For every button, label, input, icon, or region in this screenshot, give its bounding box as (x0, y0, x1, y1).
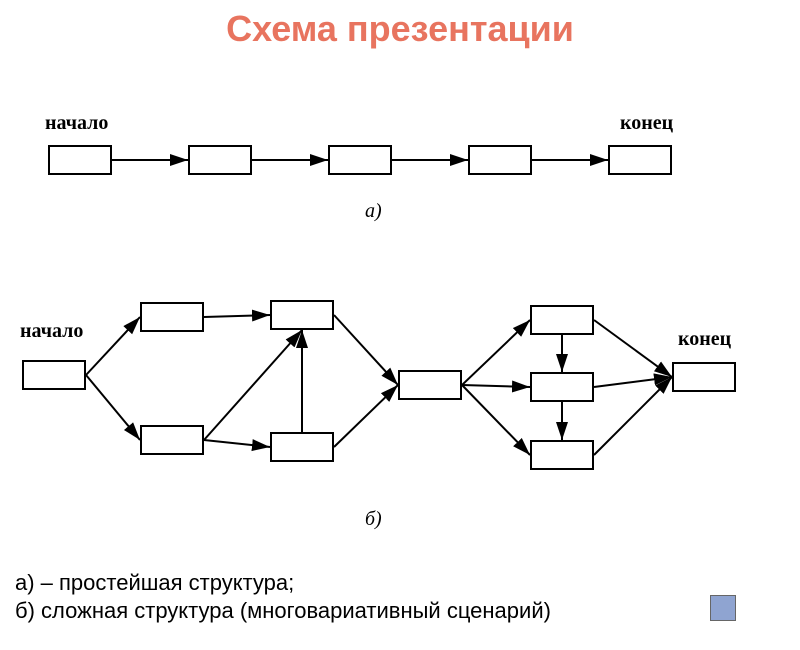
sublabel-b: б) (365, 508, 382, 531)
flowchart-node (188, 145, 252, 175)
flowchart-node (328, 145, 392, 175)
label-start-a: начало (45, 112, 108, 135)
flowchart-node (270, 300, 334, 330)
flowchart-node (468, 145, 532, 175)
page-title: Схема презентации (0, 0, 800, 50)
label-end-b: конец (678, 328, 731, 351)
flowchart-node (48, 145, 112, 175)
flowchart-node (530, 305, 594, 335)
decorative-square-icon (710, 595, 736, 621)
label-end-a: конец (620, 112, 673, 135)
caption-b: б) сложная структура (многовариативный с… (15, 598, 551, 624)
sublabel-a: a) (365, 200, 382, 223)
label-start-b: начало (20, 320, 83, 343)
flowchart-node (22, 360, 86, 390)
flowchart-node (270, 432, 334, 462)
caption-a: а) – простейшая структура; (15, 570, 294, 596)
flowchart-node (672, 362, 736, 392)
flowchart-node (530, 372, 594, 402)
flowchart-node (608, 145, 672, 175)
flowchart-node (140, 425, 204, 455)
flowchart-node (530, 440, 594, 470)
flowchart-node (398, 370, 462, 400)
flowchart-node (140, 302, 204, 332)
